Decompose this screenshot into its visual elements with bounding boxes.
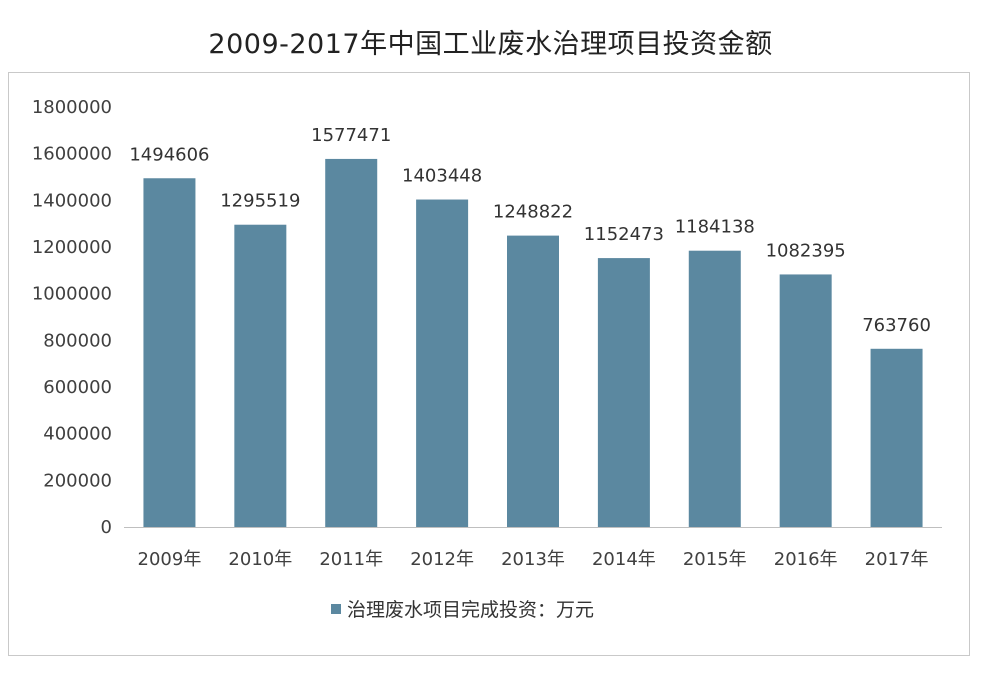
bar bbox=[870, 348, 923, 527]
legend-swatch bbox=[331, 604, 341, 614]
x-tick-label: 2016年 bbox=[774, 549, 838, 570]
chart-title: 2009-2017年中国工业废水治理项目投资金额 bbox=[208, 29, 773, 60]
y-tick-label: 400000 bbox=[43, 424, 112, 445]
data-label: 1248822 bbox=[493, 202, 573, 223]
x-tick-label: 2015年 bbox=[683, 549, 747, 570]
y-tick-label: 200000 bbox=[43, 470, 112, 491]
legend: 治理废水项目完成投资：万元 bbox=[331, 599, 594, 621]
y-tick-label: 0 bbox=[101, 517, 112, 538]
bar bbox=[507, 235, 559, 527]
y-tick-label: 1800000 bbox=[32, 97, 112, 118]
x-tick-label: 2017年 bbox=[865, 549, 929, 570]
x-tick-label: 2014年 bbox=[592, 549, 656, 570]
y-tick-label: 1400000 bbox=[32, 190, 112, 211]
bar bbox=[143, 178, 196, 527]
data-label: 1152473 bbox=[584, 224, 664, 245]
x-tick-label: 2011年 bbox=[319, 549, 383, 570]
y-axis: 0 200000 400000 600000 800000 1000000 1200000 1… bbox=[32, 97, 112, 538]
bar bbox=[597, 258, 650, 527]
bar bbox=[779, 274, 832, 527]
chart-frame bbox=[8, 72, 970, 656]
y-tick-label: 600000 bbox=[43, 377, 112, 398]
bar bbox=[688, 250, 741, 528]
bar bbox=[325, 158, 378, 527]
x-axis: 2009年 2010年 2011年 2012年 2013年 2014年 2015年 2016年… bbox=[124, 527, 942, 570]
data-label: 1082395 bbox=[766, 240, 846, 261]
data-label: 1494606 bbox=[129, 144, 209, 165]
bars: 1494606 1295519 1577471 1403448 1248822 11524… bbox=[129, 125, 931, 528]
data-label: 1403448 bbox=[402, 166, 482, 187]
bar bbox=[416, 199, 469, 527]
data-label: 763760 bbox=[862, 315, 931, 336]
x-tick-label: 2010年 bbox=[228, 549, 292, 570]
data-label: 1184138 bbox=[675, 217, 755, 238]
x-tick-label: 2009年 bbox=[138, 549, 202, 570]
y-tick-label: 800000 bbox=[43, 330, 112, 351]
data-label: 1295519 bbox=[220, 191, 300, 212]
y-tick-label: 1000000 bbox=[32, 284, 112, 305]
data-label: 1577471 bbox=[311, 125, 391, 146]
x-tick-label: 2013年 bbox=[501, 549, 565, 570]
y-tick-label: 1200000 bbox=[32, 237, 112, 258]
legend-label: 治理废水项目完成投资：万元 bbox=[347, 599, 594, 621]
y-tick-label: 1600000 bbox=[32, 144, 112, 165]
bar bbox=[234, 224, 287, 528]
x-tick-label: 2012年 bbox=[410, 549, 474, 570]
